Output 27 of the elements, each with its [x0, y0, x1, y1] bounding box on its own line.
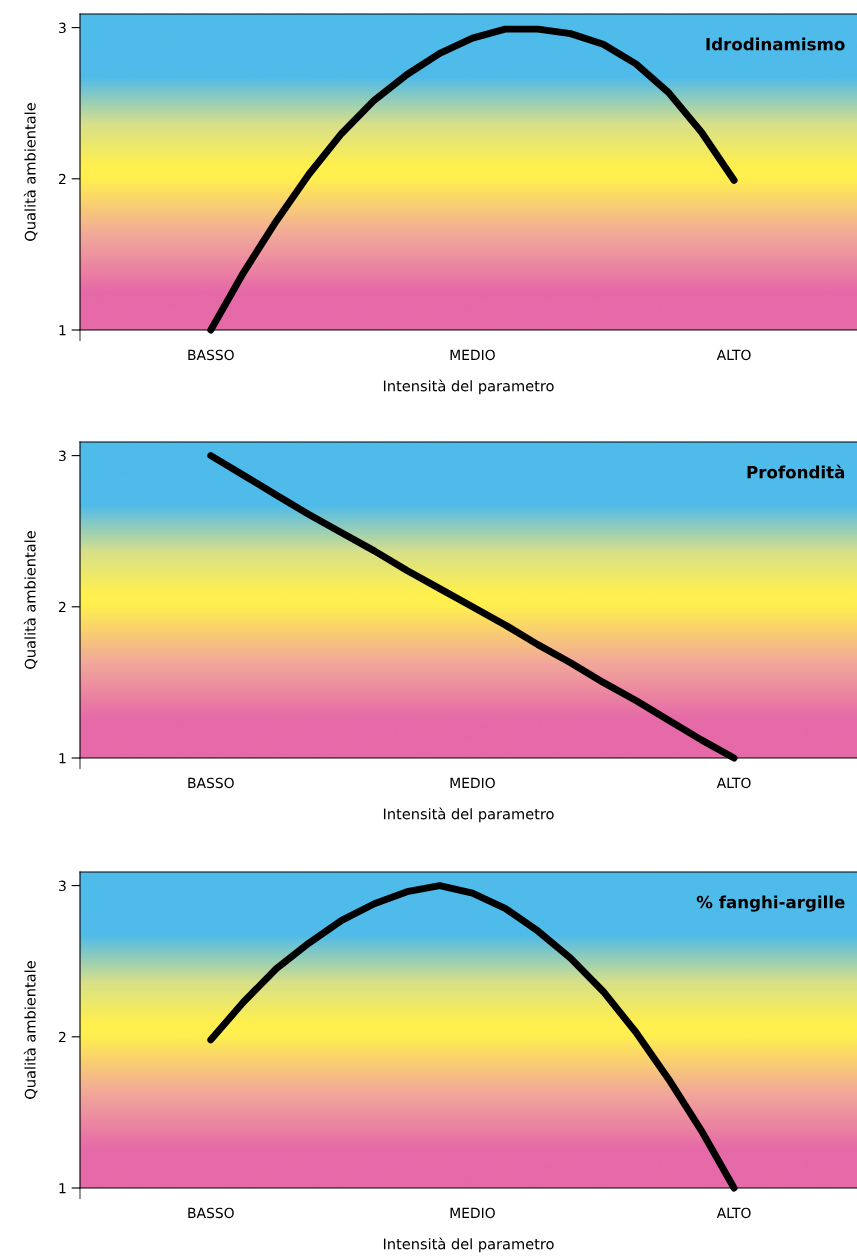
y-tick-label: 3	[59, 880, 66, 892]
text: % fanghi-argille	[696, 895, 845, 912]
x-tick-label: ALTO	[716, 1207, 751, 1219]
text: Profondità	[747, 464, 845, 479]
y-tick-label: 1	[59, 1183, 66, 1194]
x-axis-title: Intensità del parametro	[383, 807, 554, 823]
y-tick-label: 3	[59, 450, 66, 462]
y-tick-label: 2	[58, 601, 66, 613]
y-tick-label: 2	[58, 173, 66, 185]
y-tick-label: 2	[58, 1031, 66, 1043]
y-tick-label: 1	[59, 325, 66, 336]
y-axis-title: Qualità ambientale	[23, 103, 38, 241]
x-tick-label: MEDIO	[450, 349, 495, 361]
x-tick-label: MEDIO	[450, 1207, 495, 1219]
y-tick-label: 3	[59, 22, 66, 34]
x-tick-label: MEDIO	[450, 777, 495, 789]
x-tick-label: BASSO	[188, 1207, 234, 1219]
x-axis-title: Intensità del parametro	[383, 379, 554, 395]
x-axis-title: Intensità del parametro	[383, 1237, 554, 1253]
y-axis-title: Qualità ambientale	[23, 961, 38, 1099]
y-axis-title: Qualità ambientale	[23, 531, 38, 669]
x-tick-label: BASSO	[188, 777, 234, 789]
x-tick-label: ALTO	[716, 777, 751, 789]
y-tick-label: 1	[59, 753, 66, 764]
x-tick-label: BASSO	[188, 349, 234, 361]
text: Idrodinamismo	[706, 37, 845, 51]
x-tick-label: ALTO	[716, 349, 751, 361]
